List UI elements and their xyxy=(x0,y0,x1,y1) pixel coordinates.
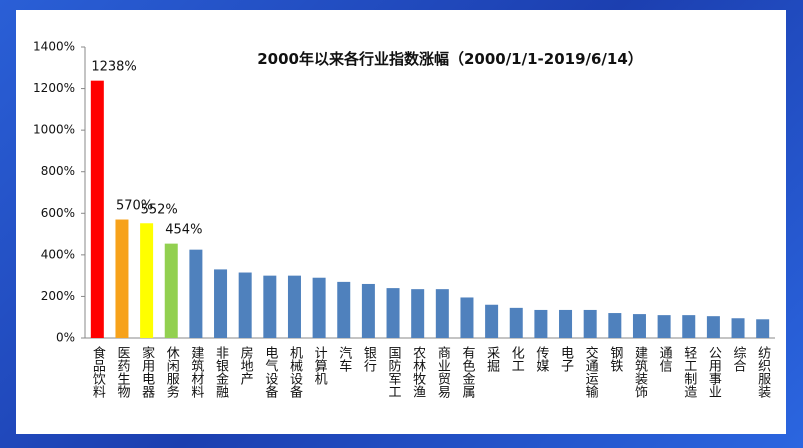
bar xyxy=(287,275,301,338)
y-tick-label: 1200% xyxy=(33,81,75,95)
x-tick-label: 电气设备 xyxy=(262,346,278,399)
y-tick-label: 200% xyxy=(41,289,75,303)
bar xyxy=(361,283,375,338)
y-tick-label: 800% xyxy=(41,164,75,178)
bar xyxy=(214,269,228,338)
value-label: 454% xyxy=(165,223,202,238)
bar xyxy=(485,304,499,338)
x-tick-label: 采掘 xyxy=(484,346,500,372)
bar xyxy=(706,316,720,338)
x-tick-label: 休闲服务 xyxy=(164,346,180,398)
bar xyxy=(534,309,548,338)
bar xyxy=(731,318,745,338)
x-tick-label: 建筑装饰 xyxy=(632,346,648,398)
bar xyxy=(312,277,326,338)
bar xyxy=(189,249,203,338)
x-tick-label: 电子 xyxy=(558,346,574,372)
y-tick-label: 0% xyxy=(56,331,75,345)
bar xyxy=(238,272,252,338)
bar xyxy=(509,307,523,338)
bar xyxy=(140,223,154,338)
x-tick-label: 综合 xyxy=(731,346,747,372)
x-tick-label: 机械设备 xyxy=(287,346,303,399)
bar xyxy=(682,315,696,338)
chart-title: 2000年以来各行业指数涨幅（2000/1/1-2019/6/14） xyxy=(257,50,643,68)
y-tick-label: 400% xyxy=(41,247,75,261)
y-tick-label: 1000% xyxy=(33,123,75,137)
bar xyxy=(337,281,351,338)
value-label: 570% xyxy=(116,199,153,214)
bar xyxy=(657,315,671,338)
value-label: 552% xyxy=(141,202,178,217)
x-tick-label: 有色金属 xyxy=(459,346,475,399)
x-tick-label: 化工 xyxy=(509,346,525,372)
x-tick-label: 通信 xyxy=(657,346,673,372)
x-tick-label: 银行 xyxy=(361,346,377,373)
x-tick-label: 钢铁 xyxy=(607,346,623,372)
bar xyxy=(583,309,597,338)
x-tick-label: 医药生物 xyxy=(114,346,130,399)
x-tick-label: 传媒 xyxy=(533,346,549,372)
x-tick-label: 交通运输 xyxy=(583,345,599,398)
x-tick-label: 建筑材料 xyxy=(188,346,204,398)
bar xyxy=(115,219,129,338)
x-tick-label: 农林牧渔 xyxy=(410,346,426,398)
x-tick-label: 计算机 xyxy=(312,346,328,386)
bar xyxy=(90,80,104,339)
x-tick-label: 非银金融 xyxy=(213,346,229,398)
y-tick-label: 1400% xyxy=(33,40,75,54)
x-tick-label: 轻工制造 xyxy=(681,346,697,399)
panel xyxy=(16,10,786,434)
bar xyxy=(460,297,474,338)
y-tick-label: 600% xyxy=(41,206,75,220)
bar xyxy=(411,289,425,338)
bar xyxy=(386,288,400,338)
x-tick-label: 房地产 xyxy=(238,345,254,386)
x-tick-label: 国防军工 xyxy=(386,346,402,398)
bar xyxy=(263,275,277,338)
x-tick-label: 纺织服装 xyxy=(755,346,771,398)
x-tick-label: 汽车 xyxy=(336,346,352,372)
bar xyxy=(435,289,449,338)
value-label: 1238% xyxy=(91,60,136,75)
bar xyxy=(559,309,573,338)
x-tick-label: 公用事业 xyxy=(706,346,722,398)
x-tick-label: 食品饮料 xyxy=(90,345,106,398)
bar xyxy=(632,314,646,338)
x-tick-label: 家用电器 xyxy=(139,345,155,399)
x-tick-label: 商业贸易 xyxy=(435,346,451,399)
bar xyxy=(164,243,178,338)
bar xyxy=(756,319,770,338)
bar xyxy=(608,313,622,338)
